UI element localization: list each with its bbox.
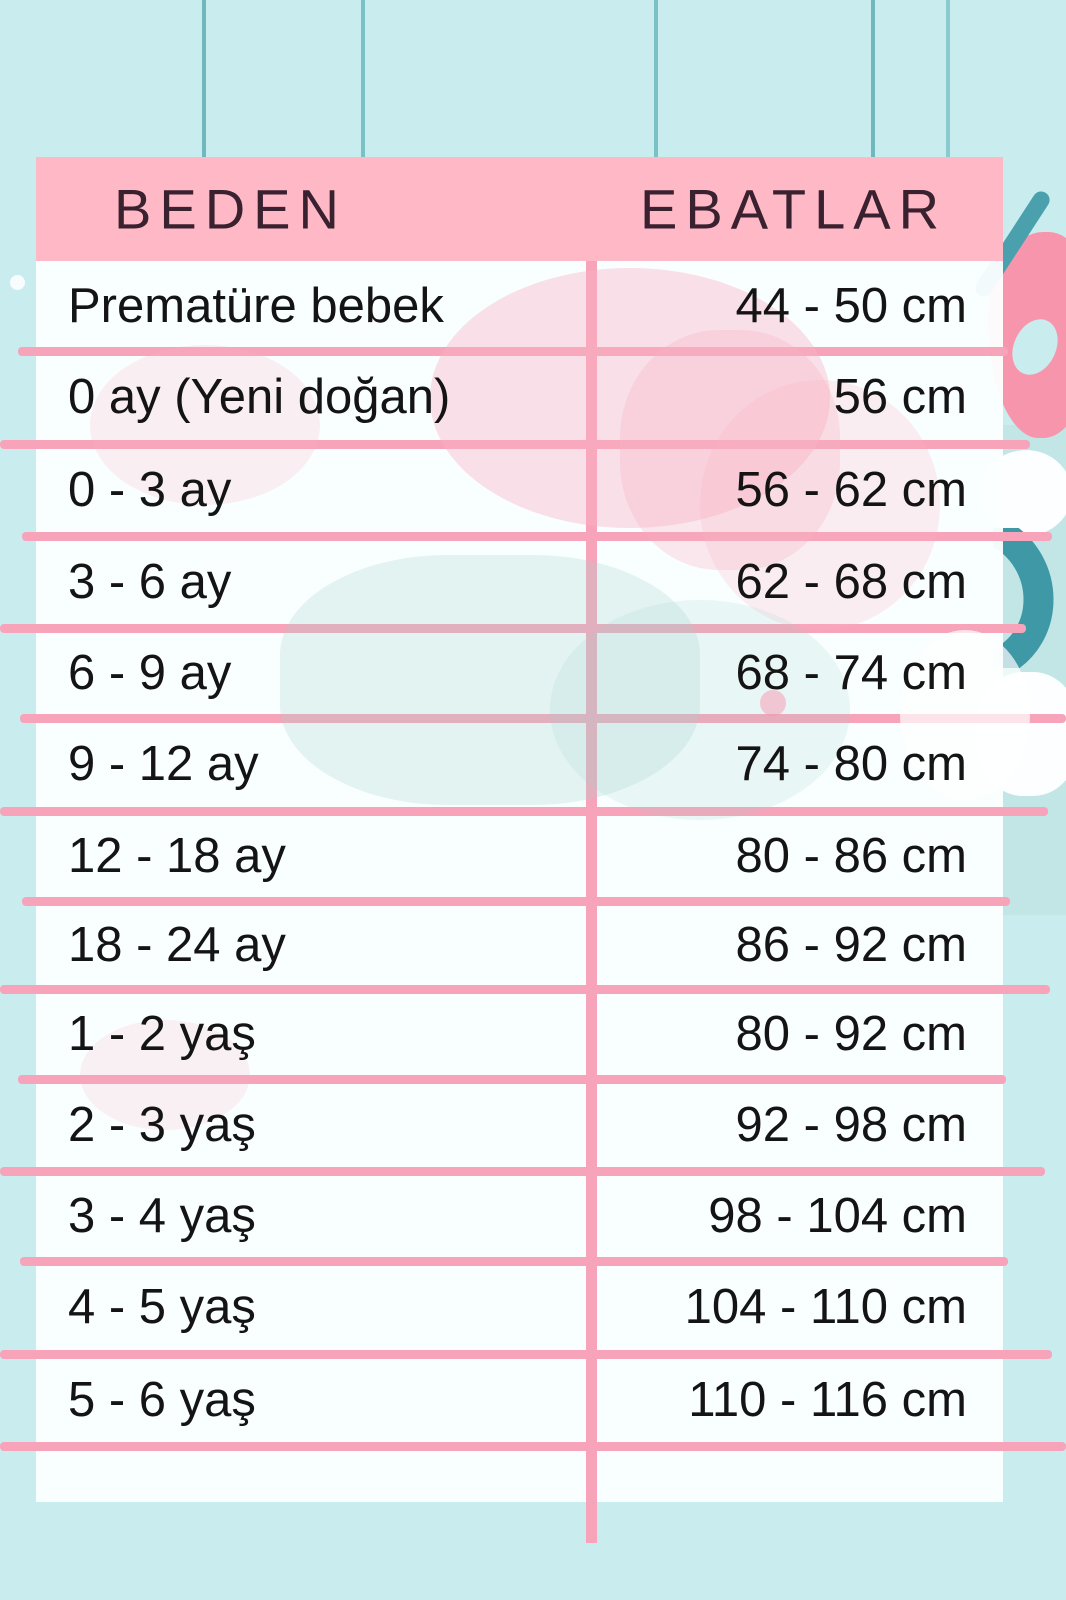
table-header: BEDEN EBATLAR [36, 157, 1003, 261]
dimension-cell: 62 - 68 cm [735, 554, 967, 609]
dimension-cell: 80 - 86 cm [735, 828, 967, 883]
table-row: 6 - 9 ay 68 - 74 cm [36, 628, 1003, 718]
row-separator-line [20, 1257, 1008, 1266]
hanging-string-icon [654, 0, 658, 161]
size-cell: 0 ay (Yeni doğan) [68, 370, 451, 424]
column-header-ebatlar: EBATLAR [640, 177, 948, 241]
size-cell: 4 - 5 yaş [68, 1280, 256, 1334]
size-cell: 18 - 24 ay [68, 917, 286, 972]
table-row: 1 - 2 yaş 80 - 92 cm [36, 989, 1003, 1079]
table-row: 0 ay (Yeni doğan) 56 cm [36, 351, 1003, 444]
table-row: 12 - 18 ay 80 - 86 cm [36, 811, 1003, 901]
size-cell: 9 - 12 ay [68, 737, 259, 791]
dimension-cell: 68 - 74 cm [735, 645, 967, 700]
size-cell: 3 - 4 yaş [68, 1188, 256, 1243]
hanging-string-icon [946, 0, 950, 161]
dimension-cell: 80 - 92 cm [735, 1006, 967, 1061]
hanging-string-icon [361, 0, 365, 161]
dimension-cell: 86 - 92 cm [735, 917, 967, 972]
table-row: 3 - 6 ay 62 - 68 cm [36, 536, 1003, 628]
dimension-cell: 98 - 104 cm [708, 1188, 967, 1243]
size-cell: 3 - 6 ay [68, 554, 232, 609]
dimension-cell: 74 - 80 cm [735, 737, 967, 791]
size-cell: 1 - 2 yaş [68, 1006, 256, 1061]
dimension-cell: 110 - 116 cm [688, 1372, 967, 1427]
table-row: 0 - 3 ay 56 - 62 cm [36, 444, 1003, 536]
hanging-string-icon [202, 0, 206, 161]
whale-tail-icon [993, 528, 1054, 668]
table-row: 5 - 6 yaş 110 - 116 cm [36, 1354, 1003, 1446]
row-separator-line [0, 440, 1030, 449]
table-row-empty [36, 1446, 1003, 1502]
table-row: 9 - 12 ay 74 - 80 cm [36, 718, 1003, 811]
dimension-cell: 104 - 110 cm [684, 1280, 967, 1334]
dimension-cell: 92 - 98 cm [735, 1097, 967, 1152]
row-separator-line [18, 347, 1008, 356]
dimension-cell: 56 - 62 cm [735, 462, 967, 517]
table-row: Prematüre bebek 44 - 50 cm [36, 261, 1003, 351]
table-row: 4 - 5 yaş 104 - 110 cm [36, 1261, 1003, 1354]
table-row: 3 - 4 yaş 98 - 104 cm [36, 1171, 1003, 1261]
dimension-cell: 56 cm [833, 370, 967, 424]
row-separator-line [22, 897, 1010, 906]
dimension-cell: 44 - 50 cm [735, 278, 967, 333]
row-separator-line [0, 985, 1050, 994]
column-header-beden: BEDEN [114, 177, 347, 241]
table-row: 2 - 3 yaş 92 - 98 cm [36, 1079, 1003, 1171]
table-row: 18 - 24 ay 86 - 92 cm [36, 901, 1003, 989]
size-cell: 2 - 3 yaş [68, 1097, 256, 1152]
row-separator-line [0, 1350, 1052, 1359]
row-separator-line [0, 1167, 1045, 1176]
hanging-string-icon [871, 0, 875, 161]
size-cell: 12 - 18 ay [68, 828, 286, 883]
size-cell: 6 - 9 ay [68, 645, 232, 700]
white-dot-decoration [10, 275, 25, 290]
row-separator-line [18, 1075, 1006, 1084]
row-separator-line [20, 714, 1066, 723]
row-separator-line [0, 624, 1026, 633]
row-separator-line [0, 1442, 1066, 1451]
size-cell: 0 - 3 ay [68, 462, 232, 517]
size-cell: 5 - 6 yaş [68, 1372, 256, 1427]
row-separator-line [0, 807, 1048, 816]
row-separator-line [22, 532, 1052, 541]
size-table: BEDEN EBATLAR Prematüre bebek 44 - 50 cm… [36, 157, 1030, 1502]
size-cell: Prematüre bebek [68, 278, 444, 333]
